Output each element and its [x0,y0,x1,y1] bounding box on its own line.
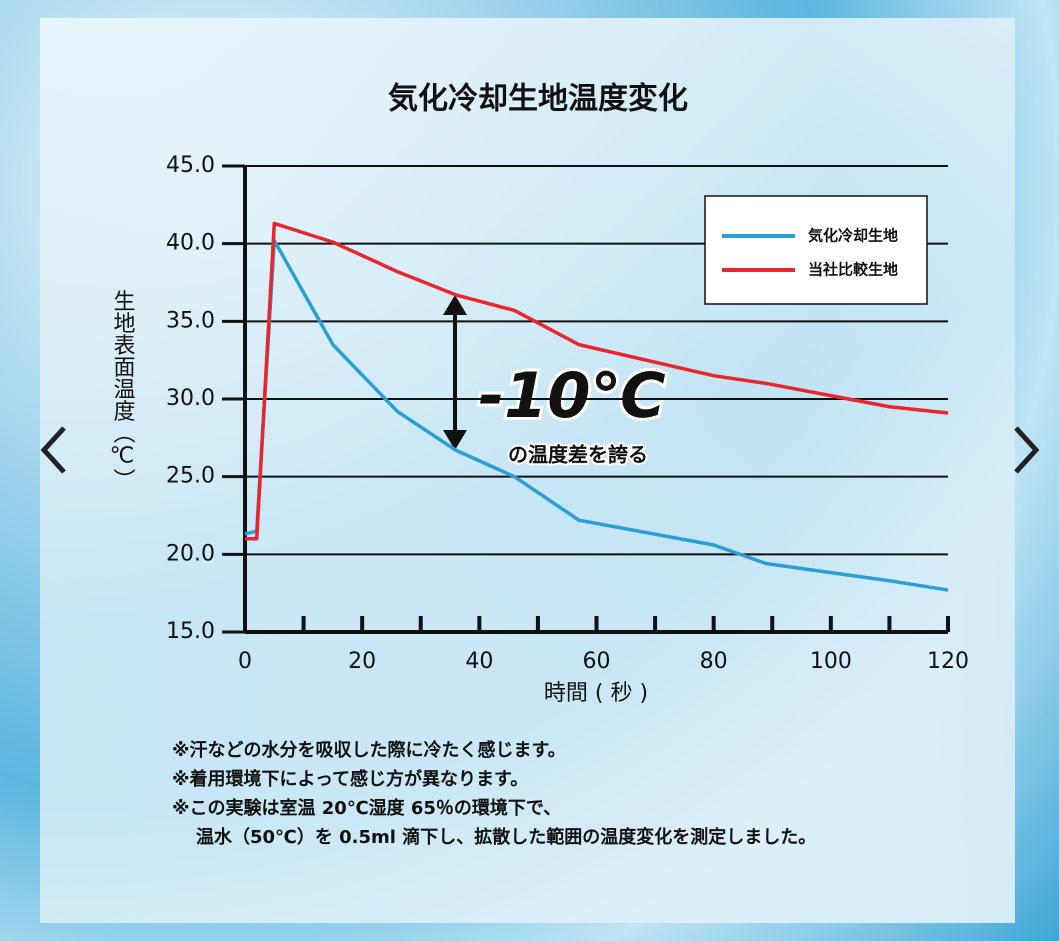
x-tick-label: 120 [927,649,969,674]
y-axis-label: 生地表面温度（℃） [110,290,136,491]
legend-label: 気化冷却生地 [808,227,898,245]
note: 温水（50℃）を 0.5ml 滴下し、拡散した範囲の温度変化を測定しました。 [196,826,816,848]
y-tick-label: 40.0 [166,231,215,256]
panel [40,18,1015,923]
legend-box [704,195,928,305]
y-tick-label: 20.0 [166,541,215,566]
chart-title: 気化冷却生地温度変化 [388,82,688,117]
x-tick-label: 60 [583,649,611,674]
annotation-main: -10℃ [478,359,665,432]
note: ※この実験は室温 20℃湿度 65％の環境下で、 [172,797,561,819]
y-tick-label: 45.0 [166,153,215,178]
annotation-sub: の温度差を誇る [508,443,648,467]
x-tick-label: 40 [465,649,493,674]
y-tick-label: 35.0 [166,308,215,333]
x-tick-label: 20 [348,649,376,674]
x-tick-label: 100 [810,649,852,674]
x-axis-label: 時間 ( 秒 ) [544,681,648,706]
series-line [245,221,949,541]
difference-arrow [443,295,467,450]
legend-label: 当社比較生地 [808,261,898,279]
y-tick-label: 30.0 [166,386,215,411]
x-tick-label: 0 [238,649,252,674]
prev-arrow[interactable] [38,420,68,480]
next-arrow[interactable] [1012,420,1042,480]
y-tick-label: 15.0 [166,619,215,644]
note: ※着用環境下によって感じ方が異なります。 [172,768,528,790]
note: ※汗などの水分を吸収した際に冷たく感じます。 [172,739,566,761]
y-tick-label: 25.0 [166,464,215,489]
x-tick-label: 80 [700,649,728,674]
